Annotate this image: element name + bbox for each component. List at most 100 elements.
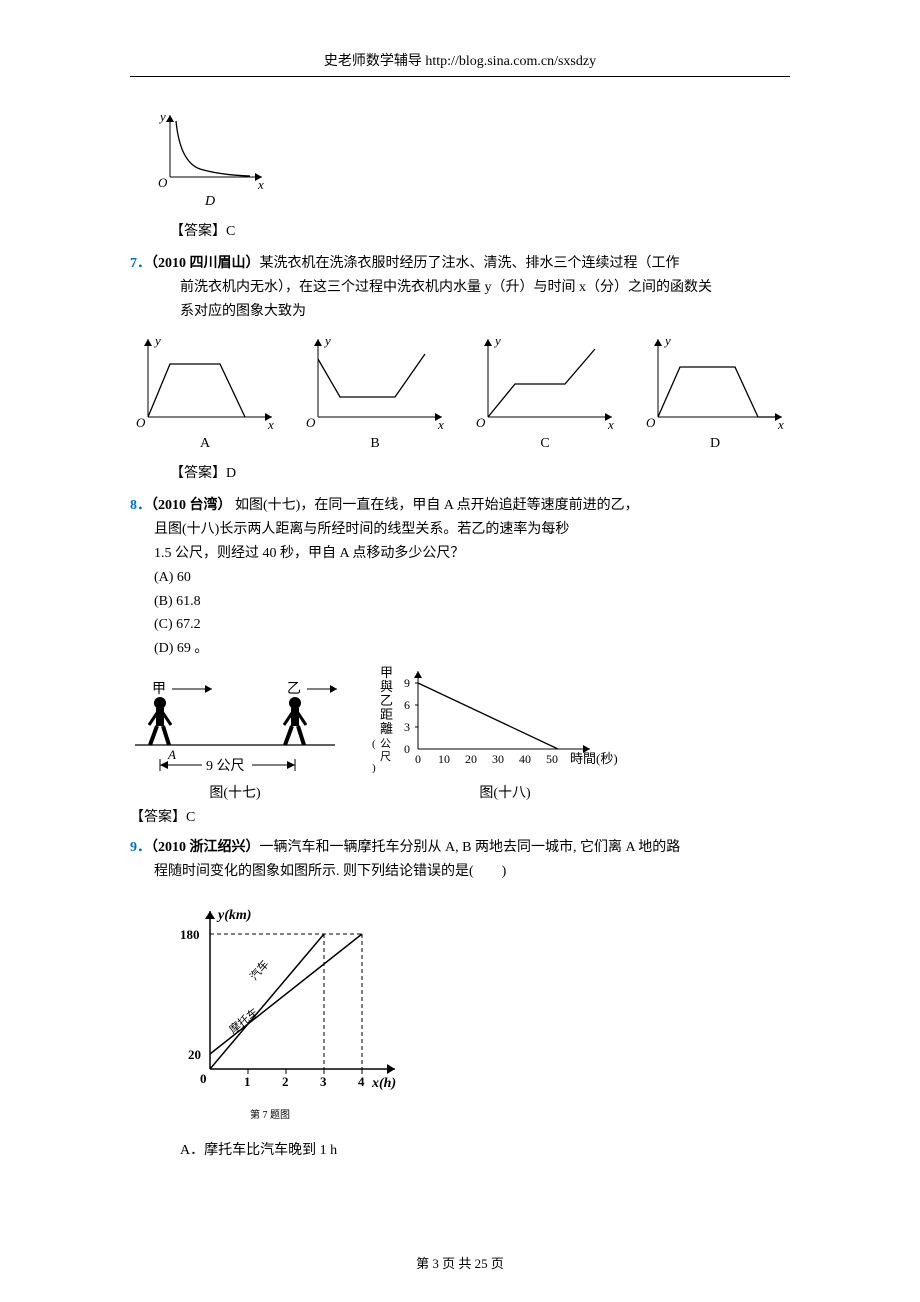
chart-d-small: O x y D: [150, 107, 270, 210]
q8-text1: 如图(十七)，在同一直在线，甲自 A 点开始追赶等速度前进的乙，: [232, 498, 639, 513]
svg-text:50: 50: [546, 752, 558, 766]
q8-text3: 1.5 公尺，则经过 40 秒，甲自 A 点移动多少公尺？: [130, 542, 790, 566]
q9-chart-container: y(km) x(h) 0 1 2 3 4 20 180: [170, 899, 790, 1121]
svg-text:0: 0: [404, 742, 410, 756]
q9-num: 9．: [130, 840, 151, 855]
svg-text:O: O: [136, 415, 146, 430]
svg-text:公: 公: [380, 738, 391, 750]
chart-d-origin: O: [158, 175, 168, 190]
svg-text:x: x: [437, 417, 444, 432]
q7-text1: 某洗衣机在洗涤衣服时经历了注水、清洗、排水三个连续过程（工作: [260, 256, 680, 271]
svg-text:20: 20: [188, 1047, 201, 1062]
svg-text:乙: 乙: [287, 681, 301, 697]
svg-text:9 公尺: 9 公尺: [206, 758, 245, 773]
svg-text:O: O: [646, 415, 656, 430]
svg-text:40: 40: [519, 752, 531, 766]
q8-text2: 且图(十八)长示两人距离与所经时间的线型关系。若乙的速率为每秒: [130, 518, 790, 542]
svg-text:摩托车: 摩托车: [226, 1005, 261, 1036]
svg-text:10: 10: [438, 752, 450, 766]
q7-chart-a: O x y A: [130, 329, 280, 452]
q7-charts-row: O x y A O x y B: [130, 329, 790, 452]
q8-fig17-caption: 图(十七): [130, 782, 340, 802]
question-9: 9．（2010 浙江绍兴）一辆汽车和一辆摩托车分别从 A, B 两地去同一城市,…: [130, 836, 790, 884]
svg-text:甲: 甲: [152, 682, 166, 697]
answer-8-prefix: 【答案】: [130, 810, 186, 825]
q8-option-c: (C) 67.2: [130, 613, 790, 637]
q7-text2: 前洗衣机内无水），在这三个过程中洗衣机内水量 y（升）与时间 x（分）之间的函数…: [130, 276, 790, 300]
answer-8: 【答案】C: [130, 806, 790, 830]
svg-text:A: A: [167, 747, 176, 762]
svg-text:x: x: [607, 417, 614, 432]
svg-text:x: x: [267, 417, 274, 432]
svg-text:4: 4: [358, 1074, 365, 1089]
svg-text:x(h): x(h): [371, 1076, 396, 1091]
svg-text:距: 距: [380, 707, 393, 722]
chart-d-yaxis: y: [158, 109, 166, 124]
svg-text:與: 與: [380, 679, 393, 694]
q7-text3: 系对应的图象大致为: [130, 300, 790, 324]
page-header: 史老师数学辅导 http://blog.sina.com.cn/sxsdzy: [130, 50, 790, 70]
q8-fig18-caption: 图(十八): [370, 782, 640, 802]
q7-chart-b-label: B: [370, 436, 379, 452]
svg-text:): ): [372, 762, 376, 773]
q8-fig17: 甲 乙 A: [130, 673, 340, 802]
header-text: 史老师数学辅导 http://blog.sina.com.cn/sxsdzy: [324, 54, 596, 69]
q8-source: （2010 台湾）: [151, 498, 232, 513]
chart-d-xaxis: x: [257, 177, 264, 192]
svg-text:180: 180: [180, 927, 200, 942]
q9-source: （2010 浙江绍兴）: [151, 840, 260, 855]
svg-text:0: 0: [200, 1071, 207, 1086]
svg-text:甲: 甲: [380, 665, 393, 680]
svg-text:離: 離: [380, 721, 393, 736]
answer-7: 【答案】D: [170, 462, 790, 482]
svg-text:y: y: [663, 333, 671, 348]
q9-option-a-line: A．摩托车比汽车晚到 1 h: [130, 1139, 790, 1163]
header-rule: [130, 76, 790, 77]
svg-text:y(km): y(km): [216, 908, 251, 923]
chart-d-label: D: [205, 194, 215, 210]
svg-text:9: 9: [404, 676, 410, 690]
svg-text:乙: 乙: [380, 693, 393, 708]
svg-text:O: O: [476, 415, 486, 430]
q9-text2: 程随时间变化的图象如图所示. 则下列结论错误的是( ): [130, 860, 790, 884]
answer-7-value: D: [226, 466, 236, 481]
svg-text:y: y: [493, 333, 501, 348]
q7-chart-d: O x y D: [640, 329, 790, 452]
svg-text:3: 3: [320, 1074, 327, 1089]
svg-text:汽车: 汽车: [247, 957, 272, 983]
svg-text:2: 2: [282, 1074, 289, 1089]
q8-fig18: 甲 與 乙 距 離 ( 公 尺 ) 0 3 6: [370, 663, 640, 802]
q7-num: 7．: [130, 256, 151, 271]
q9-chart-svg: y(km) x(h) 0 1 2 3 4 20 180: [170, 899, 410, 1099]
q7-chart-b: O x y B: [300, 329, 450, 452]
svg-text:30: 30: [492, 752, 504, 766]
q7-chart-c-label: C: [540, 436, 549, 452]
q9-chart-caption: 第 7 题图: [170, 1106, 370, 1121]
svg-text:y: y: [323, 333, 331, 348]
q8-figures-row: 甲 乙 A: [130, 663, 790, 802]
q7-chart-d-label: D: [710, 436, 720, 452]
svg-text:尺: 尺: [380, 751, 391, 763]
footer-text: 第 3 页 共 25 页: [416, 1256, 504, 1271]
svg-text:3: 3: [404, 720, 410, 734]
q8-option-d: (D) 69 。: [130, 637, 790, 661]
q7-source: （2010 四川眉山）: [151, 256, 260, 271]
answer-7-prefix: 【答案】: [170, 466, 226, 481]
q8-num: 8．: [130, 498, 151, 513]
answer-1-prefix: 【答案】: [170, 224, 226, 239]
question-8: 8．（2010 台湾） 如图(十七)，在同一直在线，甲自 A 点开始追赶等速度前…: [130, 494, 790, 661]
question-7: 7．（2010 四川眉山）某洗衣机在洗涤衣服时经历了注水、清洗、排水三个连续过程…: [130, 252, 790, 323]
svg-text:(: (: [372, 738, 376, 750]
svg-text:y: y: [153, 333, 161, 348]
answer-8-value: C: [186, 810, 195, 825]
answer-1-value: C: [226, 224, 235, 239]
svg-text:20: 20: [465, 752, 477, 766]
svg-text:1: 1: [244, 1074, 251, 1089]
svg-text:6: 6: [404, 698, 410, 712]
svg-text:x: x: [777, 417, 784, 432]
q8-option-a: (A) 60: [130, 566, 790, 590]
q9-text1: 一辆汽车和一辆摩托车分别从 A, B 两地去同一城市, 它们离 A 地的路: [260, 840, 681, 855]
svg-text:時間(秒): 時間(秒): [570, 751, 618, 766]
answer-1: 【答案】C: [170, 220, 790, 240]
q7-chart-c: O x y C: [470, 329, 620, 452]
